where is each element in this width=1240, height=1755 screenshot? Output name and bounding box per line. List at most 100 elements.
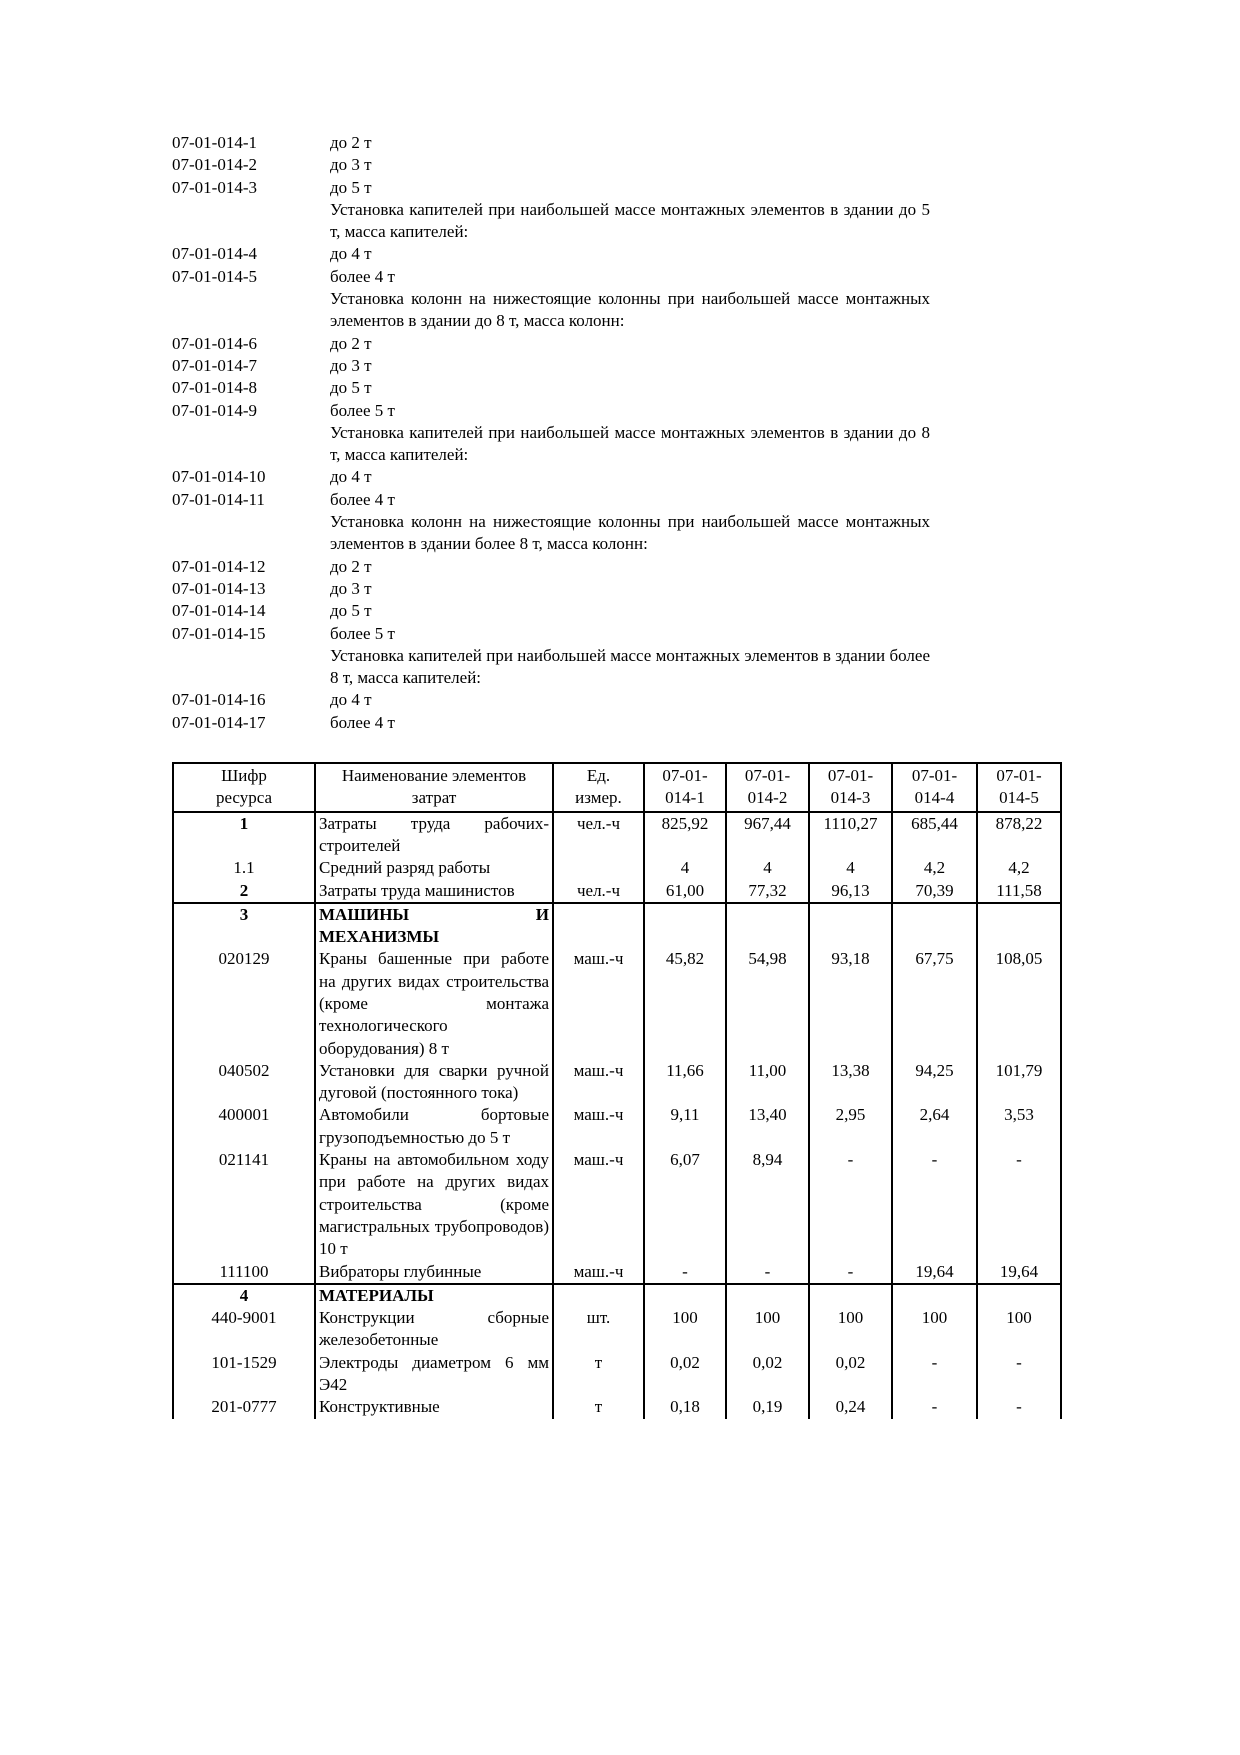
code-list-row: Установка колонн на нижестоящие колонны … <box>172 288 930 333</box>
table-column-header: Наименование элементов затрат <box>314 762 554 813</box>
norm-code <box>172 645 330 690</box>
value-cell-014-1: 6,07 <box>643 1149 727 1261</box>
value-cell-014-4: 94,25 <box>891 1059 978 1105</box>
resource-code-cell: 3 <box>172 901 316 949</box>
code-list-row: 07-01-014-3 до 5 т <box>172 177 930 199</box>
value-cell-014-2: 100 <box>725 1307 810 1352</box>
table-row: 440-9001 Конструкции сборные железобетон… <box>172 1307 1062 1352</box>
unit-cell: маш.-ч <box>552 1149 645 1261</box>
cost-element-name-cell: Автомобили бортовые грузоподъемностью до… <box>314 1104 554 1150</box>
norm-code: 07-01-014-7 <box>172 355 257 375</box>
value-cell-014-3: 100 <box>808 1307 893 1352</box>
value-cell-014-4: 4,2 <box>891 857 978 880</box>
norm-description: до 3 т <box>330 355 372 375</box>
norm-description: Установка колонн на нижестоящие колонны … <box>330 289 930 331</box>
code-list-row: 07-01-014-6 до 2 т <box>172 333 930 355</box>
unit-cell: маш.-ч <box>552 1260 645 1284</box>
value-cell-014-4: 2,64 <box>891 1104 978 1150</box>
norm-description: более 4 т <box>330 712 395 732</box>
value-cell-014-1 <box>643 901 727 949</box>
value-cell-014-3: 2,95 <box>808 1104 893 1150</box>
value-cell-014-2: 13,40 <box>725 1104 810 1150</box>
norm-description: до 2 т <box>330 333 372 353</box>
norm-description: Установка колонн на нижестоящие колонны … <box>330 512 930 554</box>
norm-code <box>172 511 330 556</box>
resource-code-cell: 4 <box>172 1282 316 1308</box>
code-list-row: 07-01-014-15 более 5 т <box>172 623 930 645</box>
cost-element-name-cell: Установки для сварки ручной дуговой (пос… <box>314 1059 554 1105</box>
cost-element-name-cell: Конструктивные <box>314 1396 554 1419</box>
value-cell-014-1: 100 <box>643 1307 727 1352</box>
value-cell-014-3: 13,38 <box>808 1059 893 1105</box>
value-cell-014-4: - <box>891 1396 978 1419</box>
norm-code: 07-01-014-9 <box>172 400 257 420</box>
value-cell-014-2 <box>725 901 810 949</box>
code-list-row: 07-01-014-12 до 2 т <box>172 556 930 578</box>
cost-element-name-cell: Средний разряд работы <box>314 857 554 880</box>
code-list-row: 07-01-014-8 до 5 т <box>172 377 930 399</box>
value-cell-014-5: 878,22 <box>976 811 1062 858</box>
norm-code: 07-01-014-2 <box>172 155 257 175</box>
resource-code-cell: 101-1529 <box>172 1351 316 1397</box>
value-cell-014-3: 0,02 <box>808 1351 893 1397</box>
value-cell-014-2: 11,00 <box>725 1059 810 1105</box>
value-cell-014-2: 0,19 <box>725 1396 810 1419</box>
code-list-row: 07-01-014-16 до 4 т <box>172 689 930 711</box>
value-cell-014-3: 93,18 <box>808 948 893 1060</box>
table-header-row: Шифр ресурса Наименование элементов затр… <box>172 762 1062 813</box>
value-cell-014-5: 100 <box>976 1307 1062 1352</box>
value-cell-014-2: 967,44 <box>725 811 810 858</box>
norm-code: 07-01-014-4 <box>172 244 257 264</box>
code-list-row: 07-01-014-7 до 3 т <box>172 355 930 377</box>
table-row: 201-0777 Конструктивные т 0,18 0,19 0,24… <box>172 1396 1062 1419</box>
code-list-row: 07-01-014-5 более 4 т <box>172 266 930 288</box>
value-cell-014-2: 54,98 <box>725 948 810 1060</box>
value-cell-014-2: 77,32 <box>725 879 810 903</box>
norm-description: до 5 т <box>330 378 372 398</box>
table-row: 1 Затраты труда рабочих-строителей чел.-… <box>172 811 1062 858</box>
table-column-header: 07-01- 014-2 <box>725 762 810 813</box>
cost-element-name-cell: Затраты труда машинистов <box>314 879 554 903</box>
table-row: 040502 Установки для сварки ручной дугов… <box>172 1059 1062 1105</box>
unit-cell: т <box>552 1396 645 1419</box>
resources-table: Шифр ресурса Наименование элементов затр… <box>172 762 1062 1419</box>
norm-description: до 4 т <box>330 467 372 487</box>
value-cell-014-4: - <box>891 1351 978 1397</box>
code-list-row: Установка капителей при наибольшей массе… <box>172 199 930 244</box>
norm-code: 07-01-014-12 <box>172 556 266 576</box>
value-cell-014-5: 4,2 <box>976 857 1062 880</box>
norm-description: до 5 т <box>330 177 372 197</box>
table-row: 4 МАТЕРИАЛЫ <box>172 1282 1062 1308</box>
norm-description: до 3 т <box>330 578 372 598</box>
norm-code: 07-01-014-11 <box>172 489 265 509</box>
norm-description: Установка капителей при наибольшей массе… <box>330 199 930 242</box>
value-cell-014-1: 825,92 <box>643 811 727 858</box>
resource-code-cell: 111100 <box>172 1260 316 1284</box>
value-cell-014-5: 19,64 <box>976 1260 1062 1284</box>
cost-element-name-cell: Краны на автомобильном ходу при работе н… <box>314 1149 554 1261</box>
unit-cell: маш.-ч <box>552 1104 645 1150</box>
value-cell-014-2: 4 <box>725 857 810 880</box>
resource-code-cell: 2 <box>172 879 316 903</box>
code-list-row: Установка колонн на нижестоящие колонны … <box>172 511 930 556</box>
unit-cell: маш.-ч <box>552 1059 645 1105</box>
value-cell-014-1: 11,66 <box>643 1059 727 1105</box>
norm-code: 07-01-014-8 <box>172 378 257 398</box>
value-cell-014-1 <box>643 1282 727 1308</box>
value-cell-014-2: - <box>725 1260 810 1284</box>
norm-code <box>172 422 330 467</box>
value-cell-014-5: 111,58 <box>976 879 1062 903</box>
cost-element-name-cell: Электроды диаметром 6 мм Э42 <box>314 1351 554 1397</box>
norm-code: 07-01-014-17 <box>172 712 266 732</box>
norm-description: более 4 т <box>330 266 395 286</box>
table-row: 3 МАШИНЫ И МЕХАНИЗМЫ <box>172 901 1062 949</box>
table-row: 400001 Автомобили бортовые грузоподъемно… <box>172 1104 1062 1150</box>
norm-code: 07-01-014-10 <box>172 467 266 487</box>
norm-description: Установка капителей при наибольшей массе… <box>330 422 930 465</box>
norm-code: 07-01-014-13 <box>172 578 266 598</box>
table-row: 111100 Вибраторы глубинные маш.-ч - - - … <box>172 1260 1062 1284</box>
table-column-header: 07-01- 014-5 <box>976 762 1062 813</box>
resource-code-cell: 021141 <box>172 1149 316 1261</box>
value-cell-014-5: - <box>976 1396 1062 1419</box>
